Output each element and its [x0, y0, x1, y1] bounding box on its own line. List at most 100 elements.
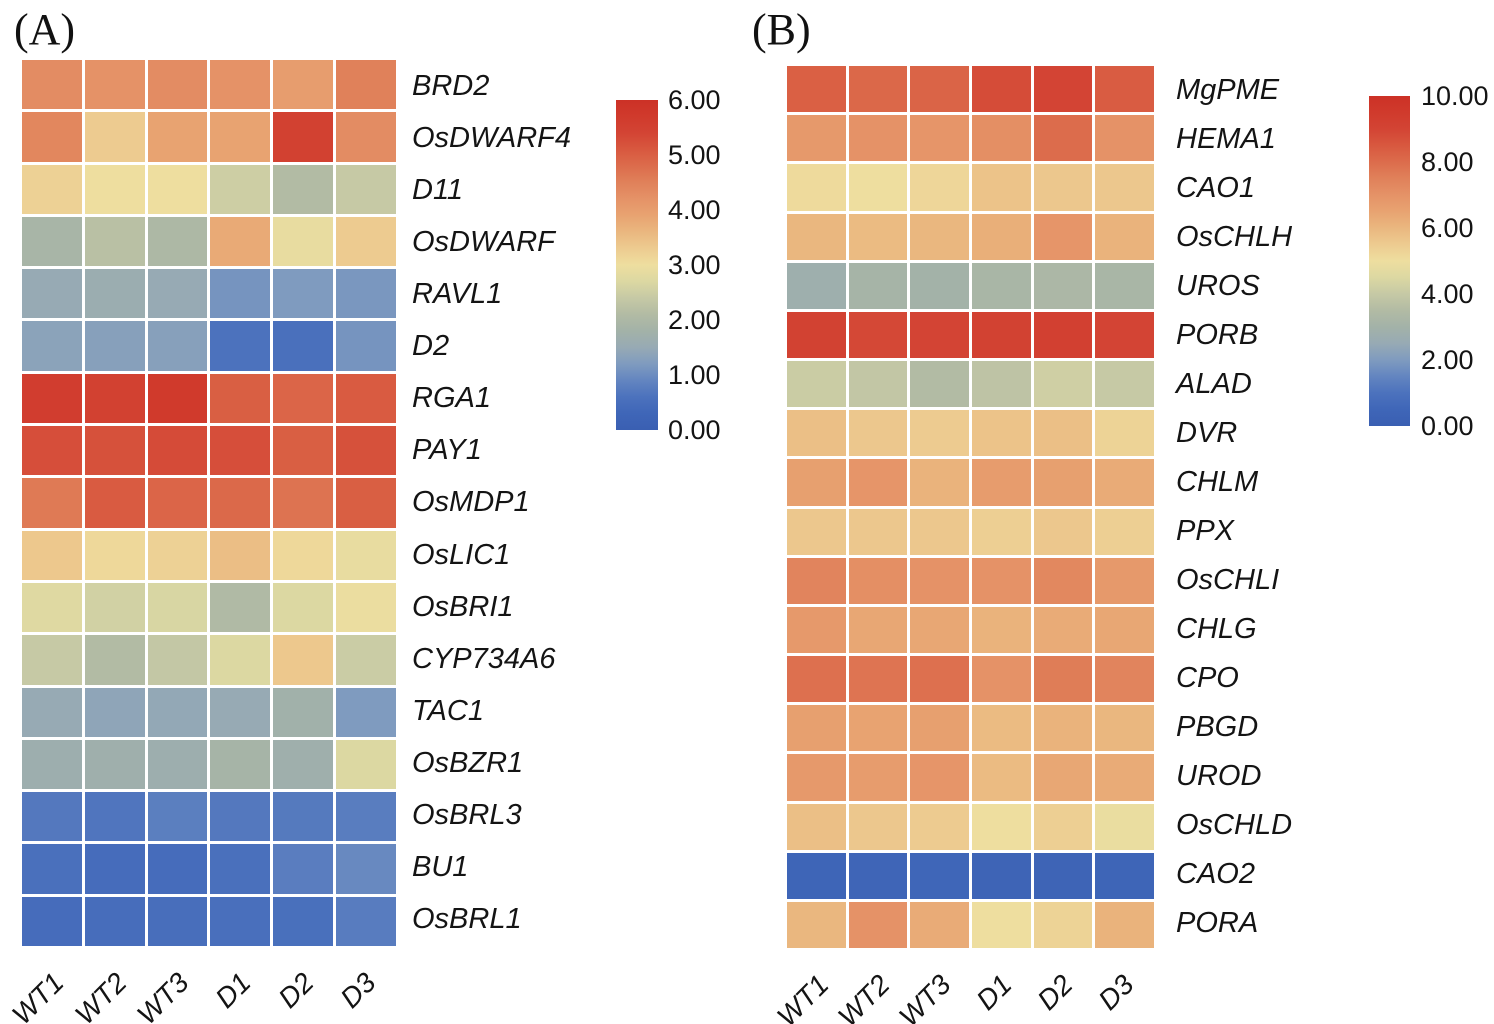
heatmap-cell-A-RGA1-WT1 [22, 373, 82, 424]
heatmap-cell-A-RGA1-WT3 [147, 373, 208, 424]
heatmap-cell-B-PPX-WT3 [910, 508, 969, 555]
heatmap-cell-B-PORB-D1 [972, 311, 1031, 358]
row-label-B-PPX: PPX [1176, 515, 1235, 547]
heatmap-cell-A-PAY1-WT3 [147, 426, 208, 476]
heatmap-cell-A-BU1-D2 [273, 844, 334, 894]
heatmap-cell-B-UROS-D2 [1033, 262, 1093, 309]
heatmap-cell-A-OsDWARF-WT3 [147, 216, 208, 267]
heatmap-cell-B-CAO1-D2 [1033, 164, 1093, 211]
heatmap-cell-A-OsBRL3-WT1 [22, 792, 82, 842]
row-label-B-ALAD: ALAD [1176, 368, 1252, 400]
heatmap-cell-B-OsCHLI-WT1 [787, 557, 846, 604]
row-label-A-CYP734A6: CYP734A6 [412, 642, 556, 675]
heatmap-cell-A-TAC1-WT1 [22, 687, 82, 737]
heatmap-cell-B-UROD-WT3 [910, 754, 969, 801]
heatmap-cell-B-OsCHLH-WT3 [910, 213, 969, 260]
heatmap-cell-B-PORA-WT3 [910, 901, 969, 948]
heatmap-cell-A-OsBZR1-D2 [273, 739, 334, 790]
heatmap-cell-B-CHLG-D2 [1033, 606, 1093, 653]
heatmap-cell-A-BRD2-WT1 [22, 60, 82, 110]
heatmap-cell-B-DVR-WT1 [787, 410, 846, 457]
heatmap-cell-A-OsBRI1-D3 [336, 582, 396, 633]
heatmap-cell-A-OsMDP1-WT3 [147, 478, 208, 528]
heatmap-cell-A-OsLIC1-D2 [273, 530, 334, 580]
heatmap-cell-A-OsBRI1-D1 [210, 582, 271, 633]
row-label-A-OsBZR1: OsBZR1 [412, 747, 524, 780]
heatmap-cell-B-ALAD-D1 [972, 361, 1031, 408]
heatmap-cell-B-OsCHLD-WT1 [787, 803, 846, 850]
heatmap-cell-B-PPX-WT2 [848, 508, 908, 555]
row-label-B-OsCHLH: OsCHLH [1176, 221, 1293, 253]
heatmap-cell-B-CHLM-WT2 [848, 459, 908, 506]
row-label-B-OsCHLD: OsCHLD [1176, 809, 1293, 841]
colorbar-tick-B-8.00: 8.00 [1421, 147, 1474, 177]
colorbar-tick-A-6.00: 6.00 [668, 85, 721, 115]
heatmap-cell-A-OsBRL3-D1 [210, 792, 271, 842]
row-label-B-PORB: PORB [1176, 319, 1259, 351]
heatmap-cell-B-OsCHLI-WT2 [848, 557, 908, 604]
heatmap-cell-B-ALAD-D2 [1033, 361, 1093, 408]
heatmap-cell-B-HEMA1-WT3 [910, 115, 969, 162]
heatmap-cell-A-D11-D2 [273, 164, 334, 214]
heatmap-cell-A-OsBRL1-D1 [210, 896, 271, 946]
heatmap-cell-A-OsMDP1-D2 [273, 478, 334, 528]
heatmap-cell-A-CYP734A6-D2 [273, 635, 334, 685]
row-label-B-MgPME: MgPME [1176, 74, 1280, 106]
heatmap-cell-B-UROD-D1 [972, 754, 1031, 801]
heatmap-cell-A-TAC1-WT3 [147, 687, 208, 737]
heatmap-cell-B-OsCHLH-D2 [1033, 213, 1093, 260]
heatmap-cell-B-ALAD-WT1 [787, 361, 846, 408]
heatmap-cell-B-PORB-D2 [1033, 311, 1093, 358]
heatmap-cell-A-OsBRL3-WT2 [84, 792, 145, 842]
row-label-B-UROS: UROS [1176, 270, 1260, 302]
heatmap-cell-B-UROS-WT2 [848, 262, 908, 309]
heatmap-cell-A-OsDWARF4-WT1 [22, 112, 82, 162]
heatmap-cell-A-BRD2-WT2 [84, 60, 145, 110]
heatmap-cell-A-OsDWARF4-D3 [336, 112, 396, 162]
row-label-B-CPO: CPO [1176, 662, 1239, 694]
heatmap-cell-A-CYP734A6-WT1 [22, 635, 82, 685]
heatmap-cell-A-TAC1-WT2 [84, 687, 145, 737]
heatmap-cell-A-TAC1-D2 [273, 687, 334, 737]
heatmap-cell-B-CPO-WT3 [910, 656, 969, 703]
heatmap-cell-A-OsLIC1-WT1 [22, 530, 82, 580]
heatmap-cell-B-MgPME-WT1 [787, 66, 846, 113]
heatmap-cell-B-MgPME-WT2 [848, 66, 908, 113]
row-label-A-D11: D11 [412, 173, 464, 206]
heatmap-cell-B-CAO2-D2 [1033, 852, 1093, 899]
heatmap-cell-B-PORA-D3 [1095, 901, 1154, 948]
heatmap-cell-B-PORA-D2 [1033, 901, 1093, 948]
row-label-B-PBGD: PBGD [1176, 711, 1259, 743]
heatmap-cell-B-OsCHLD-D3 [1095, 803, 1154, 850]
heatmap-cell-A-OsBRL1-WT2 [84, 896, 145, 946]
heatmap-cell-A-OsMDP1-D3 [336, 478, 396, 528]
row-label-A-OsBRI1: OsBRI1 [412, 590, 514, 623]
heatmap-cell-A-D11-D3 [336, 164, 396, 214]
heatmap-cell-B-PBGD-WT3 [910, 705, 969, 752]
heatmap-cell-B-PBGD-WT2 [848, 705, 908, 752]
heatmap-cell-A-OsDWARF4-D1 [210, 112, 271, 162]
heatmap-cell-B-UROS-WT1 [787, 262, 846, 309]
heatmap-cell-A-D11-WT3 [147, 164, 208, 214]
heatmap-cell-A-TAC1-D3 [336, 687, 396, 737]
heatmap-cell-B-CAO2-D1 [972, 852, 1031, 899]
heatmap-cell-A-OsBRL1-D2 [273, 896, 334, 946]
heatmap-cell-B-CAO1-D3 [1095, 164, 1154, 211]
heatmap-cell-B-MgPME-D2 [1033, 66, 1093, 113]
heatmap-cell-A-OsBRI1-D2 [273, 582, 334, 633]
heatmap-cell-B-UROD-WT2 [848, 754, 908, 801]
heatmap-cell-B-PORB-D3 [1095, 311, 1154, 358]
heatmap-cell-A-OsDWARF-D2 [273, 216, 334, 267]
row-label-A-BRD2: BRD2 [412, 69, 490, 102]
heatmap-cell-A-OsMDP1-WT2 [84, 478, 145, 528]
heatmap-cell-A-BRD2-D1 [210, 60, 271, 110]
row-label-A-D2: D2 [412, 330, 450, 363]
heatmap-cell-A-RGA1-D1 [210, 373, 271, 424]
heatmap-cell-B-CAO1-WT1 [787, 164, 846, 211]
heatmap-cell-A-RGA1-D3 [336, 373, 396, 424]
heatmap-cell-B-UROS-WT3 [910, 262, 969, 309]
row-label-A-OsMDP1: OsMDP1 [412, 486, 530, 519]
heatmap-cell-A-OsBRL1-D3 [336, 896, 396, 946]
heatmap-cell-A-OsBZR1-WT3 [147, 739, 208, 790]
heatmap-cell-A-OsBZR1-D1 [210, 739, 271, 790]
